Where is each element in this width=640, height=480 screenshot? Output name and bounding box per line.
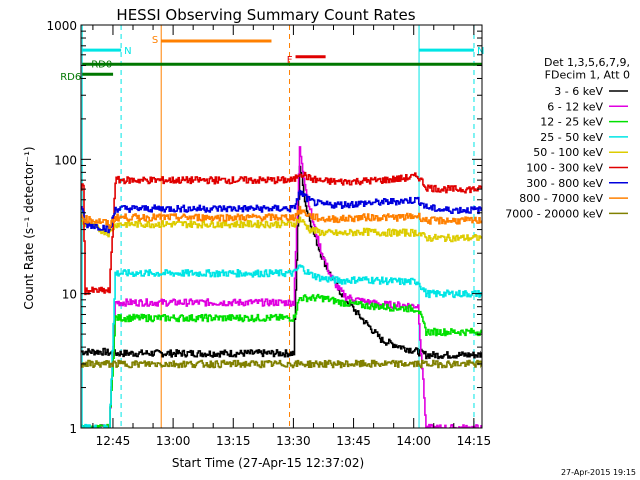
series-line-50-100-kev xyxy=(81,216,482,243)
x-tick-label: 13:15 xyxy=(216,434,251,448)
flag-label-n: N xyxy=(477,46,484,57)
legend-header: Det 1,3,5,6,7,9, xyxy=(544,56,630,69)
legend-label: 300 - 800 keV xyxy=(526,177,603,190)
legend-label: 25 - 50 keV xyxy=(540,131,603,144)
axes: N N S F RD0 RD6 1 10 100 1000 12:45 13:00 13:15 13:30… xyxy=(46,19,491,448)
y-tick-label: 100 xyxy=(54,153,77,167)
legend-label: 12 - 25 keV xyxy=(540,116,603,129)
flag-label-f: F xyxy=(287,55,293,66)
legend-label: 6 - 12 keV xyxy=(547,100,603,113)
plot-frame xyxy=(80,24,483,429)
series-line-7000-20000-kev xyxy=(81,359,482,369)
legend-header: FDecim 1, Att 0 xyxy=(545,69,630,82)
series-line-25-50-kev xyxy=(81,264,482,428)
x-tick-label: 14:15 xyxy=(457,434,492,448)
series-line-6-12-kev xyxy=(81,146,482,428)
x-tick-label: 13:30 xyxy=(276,434,311,448)
series-line-100-300-kev xyxy=(81,171,482,296)
legend-label: 800 - 7000 keV xyxy=(519,192,603,205)
series-line-3-6-kev xyxy=(81,165,482,360)
flag-label-s: S xyxy=(152,35,158,46)
x-tick-label: 13:00 xyxy=(156,434,191,448)
x-tick-label: 12:45 xyxy=(96,434,131,448)
x-axis-label: Start Time (27-Apr-15 12:37:02) xyxy=(172,456,364,470)
legend: Det 1,3,5,6,7,9,FDecim 1, Att 0 3 - 6 keV… xyxy=(505,56,630,220)
y-tick-label: 1000 xyxy=(46,19,77,33)
flag-label-rd0: RD0 xyxy=(91,59,112,70)
legend-label: 50 - 100 keV xyxy=(533,146,603,159)
timestamp: 27-Apr-2015 19:15 xyxy=(561,468,636,477)
y-axis-title: Count Rate (s⁻¹ detector⁻¹) xyxy=(22,146,36,309)
series-line-800-7000-kev xyxy=(81,205,482,230)
series-line-300-800-kev xyxy=(81,189,482,234)
x-tick-label: 13:45 xyxy=(336,434,371,448)
legend-label: 3 - 6 keV xyxy=(554,85,603,98)
flag-label-rd6: RD6 xyxy=(60,72,81,83)
x-tick-label: 14:00 xyxy=(396,434,431,448)
series-line-12-25-kev xyxy=(81,293,482,428)
legend-label: 7000 - 20000 keV xyxy=(505,207,603,220)
chart-title: HESSI Observing Summary Count Rates xyxy=(116,6,415,24)
y-axis-label: Count Rate (s⁻¹ detector⁻¹) xyxy=(22,146,36,309)
y-tick-label: 10 xyxy=(62,288,77,302)
flag-label-n: N xyxy=(124,46,131,57)
legend-label: 100 - 300 keV xyxy=(526,162,603,175)
y-tick-label: 1 xyxy=(69,422,77,436)
plot-area xyxy=(81,25,482,428)
